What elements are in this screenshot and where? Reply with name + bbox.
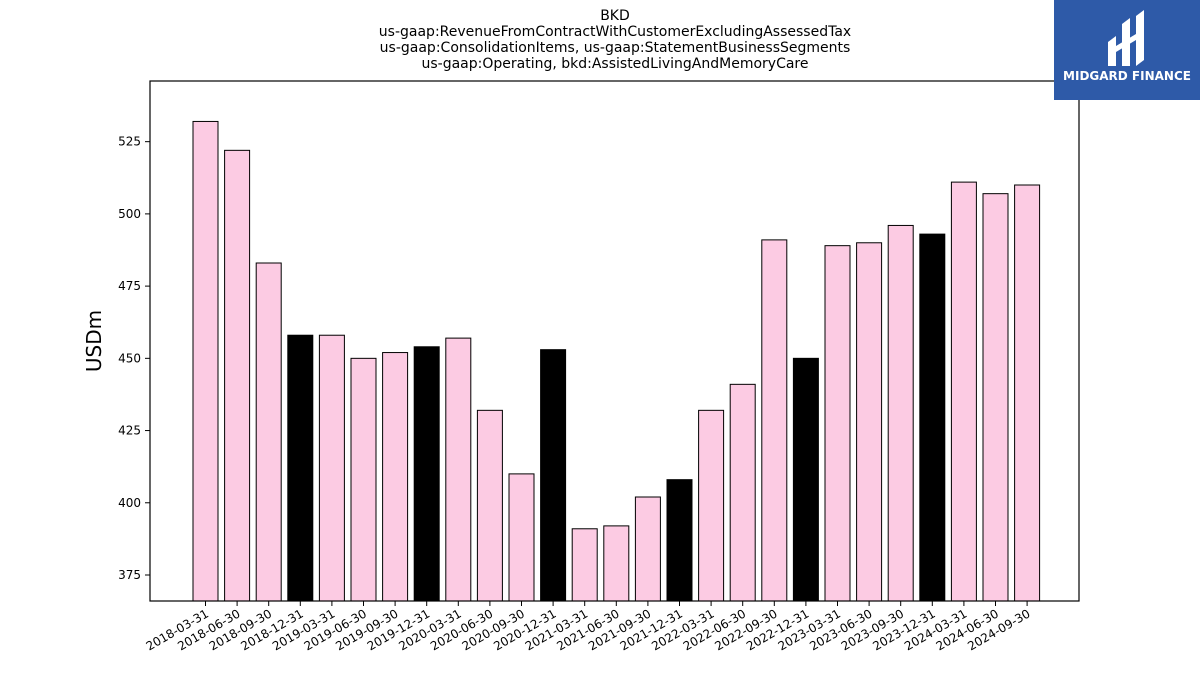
title-line: BKD [600, 8, 630, 24]
bar-2022-03-31 [698, 409, 725, 602]
bar-2023-12-31 [919, 233, 946, 602]
bar-2020-09-30 [508, 473, 535, 602]
bar-2021-09-30 [634, 496, 661, 602]
chart-title: BKDus-gaap:RevenueFromContractWithCustom… [379, 8, 851, 72]
bar-2018-09-30 [255, 262, 282, 602]
bar-2022-09-30 [761, 239, 788, 602]
bar-2019-03-31 [318, 334, 345, 602]
bar-2018-06-30 [224, 149, 251, 602]
bar-2021-06-30 [603, 525, 630, 602]
logo-mark-icon [1108, 10, 1144, 66]
title-line: us-gaap:Operating, bkd:AssistedLivingAnd… [421, 56, 808, 72]
bar-2019-12-31 [413, 346, 440, 602]
bar-2021-12-31 [666, 479, 693, 602]
y-axis: 375 400 425 450 475 500 525 [118, 135, 150, 582]
bar-2020-12-31 [540, 349, 567, 602]
bar-2023-03-31 [824, 245, 851, 602]
bar-2022-12-31 [792, 357, 819, 602]
logo-text: MIDGARD FINANCE [1063, 69, 1191, 83]
y-tick-label: 500 [118, 207, 141, 221]
title-line: us-gaap:ConsolidationItems, us-gaap:Stat… [380, 40, 851, 56]
y-tick-label: 425 [118, 424, 141, 438]
y-tick-label: 400 [118, 496, 141, 510]
y-tick-label: 475 [118, 279, 141, 293]
bar-2023-09-30 [887, 224, 914, 602]
bar-2024-09-30 [1014, 184, 1041, 602]
bars [192, 120, 1041, 602]
bar-2023-06-30 [856, 242, 883, 602]
bar-2024-03-31 [950, 181, 977, 602]
x-axis: 2018-03-312018-06-302018-09-302018-12-31… [144, 601, 1033, 653]
bar-2018-03-31 [192, 120, 219, 602]
title-line: us-gaap:RevenueFromContractWithCustomerE… [379, 24, 851, 40]
y-tick-label: 450 [118, 351, 141, 365]
logo: MIDGARD FINANCE [1054, 0, 1200, 100]
bar-2018-12-31 [287, 334, 314, 602]
bar-2019-06-30 [350, 357, 377, 602]
bar-2021-03-31 [571, 528, 598, 602]
bar-2020-06-30 [476, 409, 503, 602]
bar-2024-06-30 [982, 193, 1009, 602]
plot-frame [149, 80, 1080, 602]
bar-2022-06-30 [729, 383, 756, 602]
y-tick-label: 525 [118, 135, 141, 149]
y-tick-label: 375 [118, 568, 141, 582]
y-axis-label: USDm [82, 310, 106, 372]
bar-2020-03-31 [445, 337, 472, 602]
bar-2019-09-30 [382, 352, 409, 602]
